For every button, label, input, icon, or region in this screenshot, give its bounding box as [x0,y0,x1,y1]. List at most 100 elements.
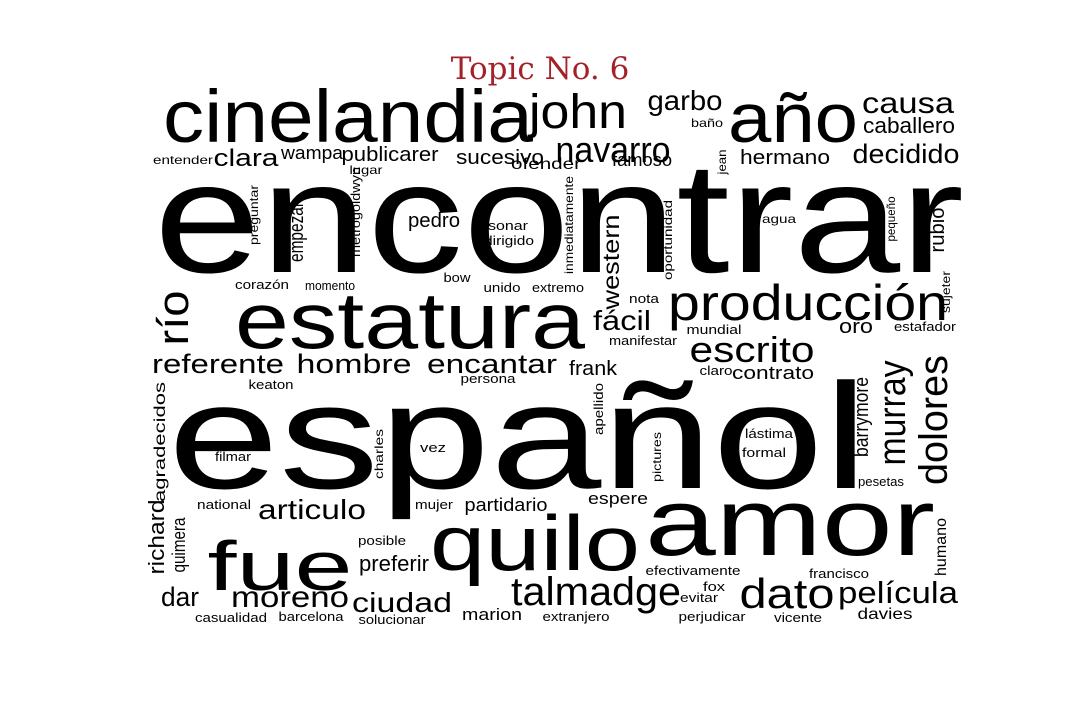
word-perjudicar: perjudicar [679,609,747,624]
word-dar: dar [161,582,199,612]
word-escrito: escrito [690,329,815,370]
word-famoso: famoso [612,150,672,170]
word-río: río [149,291,198,346]
word-baño: baño [691,116,723,130]
word-encontrar: encontrar [154,130,964,306]
word-sonar: sonar [488,218,529,233]
word-bow: bow [444,270,472,285]
word-dolores: dolores [912,355,956,485]
word-producción: producción [668,275,948,331]
word-frank: frank [569,358,618,380]
word-encantar: encantar [427,349,557,379]
word-francisco: francisco [809,566,869,581]
word-contrato: contrato [732,363,814,383]
word-quimera: quimera [169,517,189,573]
word-sujeter: sujeter [939,271,953,313]
word-evitar: evitar [680,590,719,605]
word-john: john [527,86,627,139]
word-preguntar: preguntar [247,185,261,245]
word-referente: referente [152,349,284,379]
word-pequeño: pequeño [884,196,898,241]
word-quilo: quilo [430,499,640,587]
word-posible: posible [358,533,406,548]
word-espere: espere [588,489,648,508]
word-película: película [838,575,959,610]
word-filmar: filmar [215,449,252,464]
word-wampa: wampa [280,143,344,163]
word-pedro: pedro [408,210,460,232]
word-amor: amor [645,469,935,576]
word-navarro: navarro [556,129,671,170]
word-rubio: rubio [927,208,949,253]
word-talmadge: talmadge [511,570,681,614]
word-hermano: hermano [740,147,830,169]
word-publicarer: publicarer [342,144,439,166]
word-jean: jean [715,150,729,176]
word-nota: nota [629,291,660,306]
word-formal: formal [742,445,786,460]
word-unido: unido [484,280,521,295]
word-moreno: moreno [231,581,349,614]
word-clara: clara [214,145,280,172]
word-lástima: lástima [745,426,794,441]
word-empezar: empezar [286,202,308,262]
word-marion: marion [462,605,522,624]
word-garbo: garbo [648,85,723,116]
word-caballero: caballero [863,113,955,138]
word-barrymore: barrymore [851,377,873,457]
word-fue: fue [208,527,353,605]
word-español: español [168,352,868,520]
word-agradecidos: agradecidos [152,382,169,502]
word-national: national [197,497,251,512]
word-humano: humano [933,518,950,576]
word-extranjero: extranjero [543,609,610,624]
word-charles: charles [372,429,386,479]
word-mundial: mundial [687,322,742,337]
word-metrogoldwyn: metrogoldwyn [348,167,363,257]
word-lugar: lugar [350,163,383,177]
word-efectivamente: efectivamente [646,563,741,578]
word-ofender: ofender [511,156,582,173]
word-manifestar: manifestar [609,333,678,348]
word-casualidad: casualidad [195,610,267,625]
word-entender: entender [153,153,213,167]
word-dato: dato [740,570,835,617]
word-fácil: fácil [593,305,651,336]
word-claro: claro [700,363,733,378]
word-estatura: estatura [235,276,586,365]
word-apellido: apellido [591,383,606,435]
word-agua: agua [762,212,796,226]
word-richard: richard [144,500,169,575]
word-estafador: estafador [894,319,957,334]
word-preferir: preferir [359,551,429,576]
word-ciudad: ciudad [352,587,452,618]
word-articulo: articulo [258,494,366,525]
word-corazón: corazón [235,277,289,292]
word-davies: davies [858,606,913,623]
word-fox: fox [703,579,726,594]
word-inmediatamente: inmediatamente [562,176,576,274]
word-vez: vez [420,440,446,455]
word-sucesivo: sucesivo [456,147,544,169]
word-cinelandia: cinelandia [163,75,534,158]
word-partidario: partidario [465,495,548,515]
word-momento: momento [305,278,355,293]
word-oportunidad: oportunidad [661,200,675,280]
figure-title: Topic No. 6 [450,51,630,87]
word-barcelona: barcelona [279,609,345,624]
word-keaton: keaton [249,377,294,392]
word-hombre: hombre [297,349,412,379]
word-pictures: pictures [650,432,664,482]
word-murray: murray [872,361,914,466]
word-vicente: vicente [774,610,822,625]
word-solucionar: solucionar [359,612,427,627]
word-oro: oro [839,316,873,338]
word-año: año [728,79,858,157]
word-persona: persona [461,371,517,386]
word-causa: causa [862,87,954,120]
word-mujer: mujer [415,497,454,512]
word-extremo: extremo [532,280,584,295]
word-pesetas: pesetas [858,474,904,489]
